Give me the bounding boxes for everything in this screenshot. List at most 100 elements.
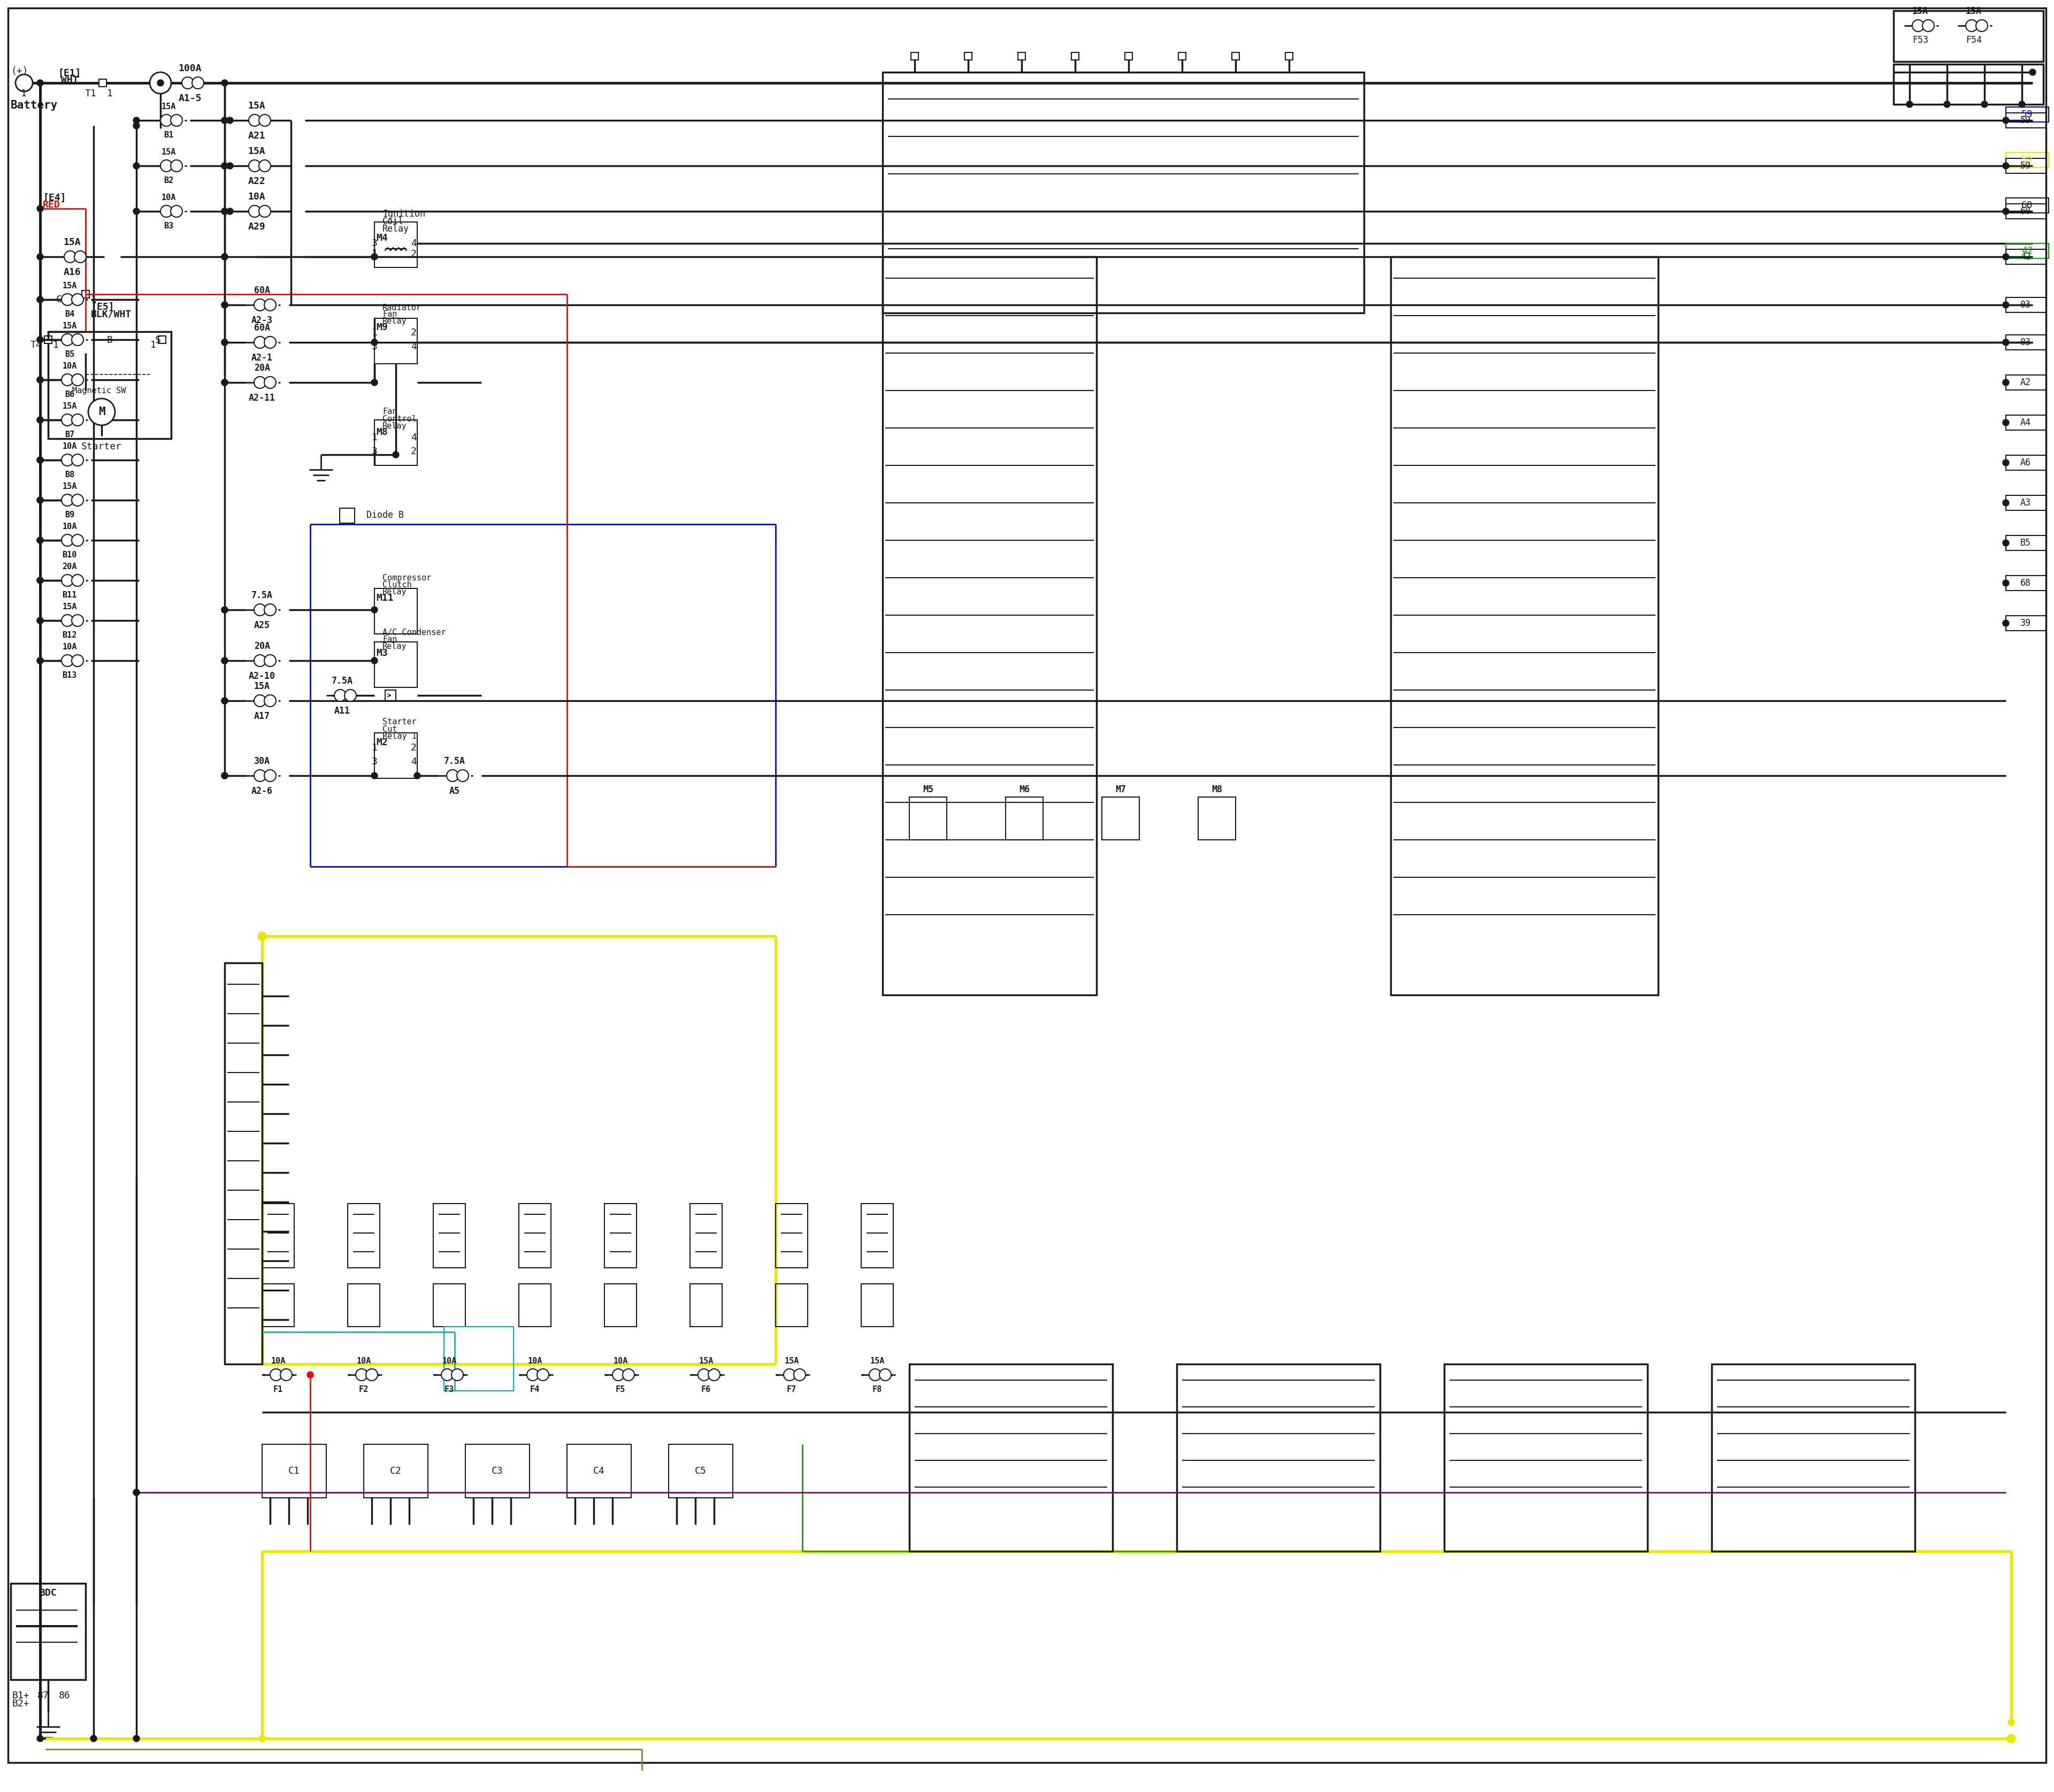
Circle shape bbox=[265, 376, 275, 389]
Bar bbox=[910, 52, 918, 59]
Bar bbox=[520, 1204, 550, 1267]
Circle shape bbox=[170, 159, 183, 172]
Text: 7.5A: 7.5A bbox=[251, 591, 273, 600]
Text: Diode B: Diode B bbox=[366, 511, 405, 520]
Circle shape bbox=[785, 1369, 795, 1380]
Circle shape bbox=[72, 495, 84, 505]
Text: A5: A5 bbox=[450, 787, 460, 796]
Text: 20A: 20A bbox=[255, 642, 271, 650]
Text: M2: M2 bbox=[376, 738, 388, 747]
Circle shape bbox=[456, 771, 468, 781]
Bar bbox=[374, 222, 417, 267]
Text: 30A: 30A bbox=[255, 756, 271, 765]
Circle shape bbox=[335, 690, 345, 701]
Text: [E1]: [E1] bbox=[58, 68, 82, 79]
Text: [E5]: [E5] bbox=[90, 303, 115, 312]
Circle shape bbox=[869, 1369, 881, 1380]
Text: B4: B4 bbox=[64, 310, 74, 319]
Circle shape bbox=[37, 496, 43, 504]
Circle shape bbox=[62, 453, 74, 466]
Text: C3: C3 bbox=[491, 1466, 503, 1477]
Text: A16: A16 bbox=[64, 267, 80, 278]
Text: B2+: B2+ bbox=[12, 1699, 29, 1708]
Bar bbox=[2007, 455, 2046, 470]
Text: 59: 59 bbox=[2021, 156, 2033, 165]
Circle shape bbox=[222, 772, 228, 780]
Circle shape bbox=[62, 375, 74, 385]
Bar bbox=[2007, 335, 2046, 349]
Text: B11: B11 bbox=[62, 591, 76, 599]
Text: 4: 4 bbox=[411, 432, 417, 443]
Circle shape bbox=[442, 1369, 454, 1380]
Text: M4: M4 bbox=[376, 233, 388, 244]
Text: A25: A25 bbox=[255, 620, 271, 631]
Text: 60A: 60A bbox=[255, 323, 271, 333]
Circle shape bbox=[265, 604, 275, 616]
Circle shape bbox=[392, 452, 398, 459]
Circle shape bbox=[2003, 500, 2009, 505]
Text: F54: F54 bbox=[1966, 36, 1982, 45]
Text: 10A: 10A bbox=[442, 1357, 456, 1366]
Circle shape bbox=[259, 932, 267, 941]
Text: 15A: 15A bbox=[62, 401, 76, 410]
Text: M5: M5 bbox=[922, 785, 933, 794]
Circle shape bbox=[255, 695, 265, 706]
Bar bbox=[263, 1283, 294, 1326]
Text: B5: B5 bbox=[64, 351, 74, 358]
Text: 4: 4 bbox=[411, 756, 417, 767]
Bar bbox=[364, 1444, 427, 1498]
Text: 10A: 10A bbox=[62, 443, 76, 450]
Circle shape bbox=[259, 115, 271, 125]
Text: 15A: 15A bbox=[62, 323, 76, 330]
Text: A21: A21 bbox=[249, 131, 265, 142]
Text: Cut: Cut bbox=[382, 726, 396, 733]
Text: F1: F1 bbox=[273, 1385, 283, 1394]
Circle shape bbox=[222, 658, 228, 663]
Circle shape bbox=[134, 163, 140, 168]
Circle shape bbox=[622, 1369, 635, 1380]
Circle shape bbox=[372, 339, 378, 346]
Circle shape bbox=[698, 1369, 711, 1380]
Text: F53: F53 bbox=[1912, 36, 1929, 45]
Bar bbox=[883, 72, 1364, 314]
Circle shape bbox=[1923, 20, 1935, 32]
Circle shape bbox=[279, 1369, 292, 1380]
Circle shape bbox=[2029, 70, 2036, 75]
Circle shape bbox=[16, 73, 33, 91]
Circle shape bbox=[72, 414, 84, 426]
Circle shape bbox=[37, 206, 43, 211]
Circle shape bbox=[2007, 1735, 2015, 1744]
Circle shape bbox=[37, 296, 43, 303]
Circle shape bbox=[37, 658, 43, 663]
Circle shape bbox=[249, 159, 261, 172]
Text: 10A: 10A bbox=[249, 192, 265, 202]
Circle shape bbox=[37, 337, 43, 342]
Text: Fan: Fan bbox=[382, 636, 396, 643]
Circle shape bbox=[160, 206, 173, 217]
Circle shape bbox=[528, 1369, 538, 1380]
Bar bbox=[47, 332, 170, 439]
Text: C4: C4 bbox=[594, 1466, 604, 1477]
Bar bbox=[1019, 52, 1025, 59]
Circle shape bbox=[37, 496, 43, 504]
Text: [E4]: [E4] bbox=[43, 194, 66, 202]
Text: B2: B2 bbox=[164, 177, 173, 185]
Bar bbox=[2007, 113, 2046, 127]
Text: Ignition: Ignition bbox=[382, 210, 425, 219]
Circle shape bbox=[62, 495, 74, 505]
Bar bbox=[10, 1584, 86, 1679]
Bar bbox=[1101, 797, 1140, 840]
Text: Relay: Relay bbox=[382, 588, 407, 595]
Text: (+): (+) bbox=[10, 66, 29, 75]
Bar bbox=[2007, 108, 2048, 122]
Circle shape bbox=[170, 206, 183, 217]
Text: B8: B8 bbox=[64, 471, 74, 478]
Text: 3: 3 bbox=[372, 446, 378, 457]
Text: 1: 1 bbox=[53, 340, 60, 349]
Circle shape bbox=[37, 1735, 43, 1742]
Circle shape bbox=[37, 418, 43, 423]
Text: 20A: 20A bbox=[255, 364, 271, 373]
Circle shape bbox=[222, 607, 228, 613]
Bar bbox=[883, 256, 1097, 995]
Circle shape bbox=[37, 253, 43, 260]
